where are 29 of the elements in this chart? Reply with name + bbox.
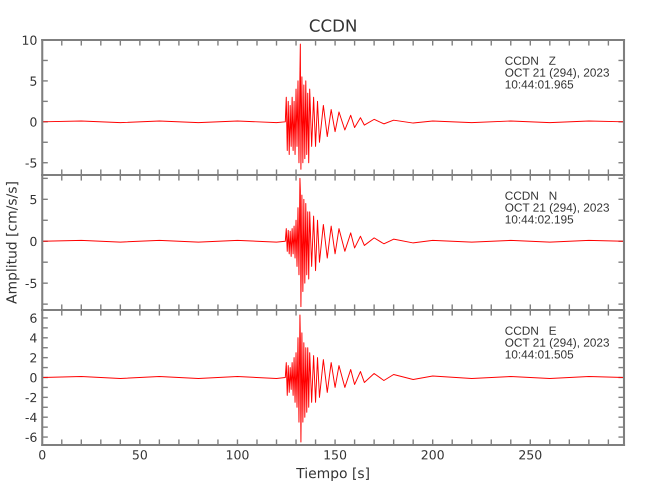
y-tick-label: -5 <box>26 158 36 168</box>
x-axis-title: Tiempo [s] <box>296 468 369 481</box>
y-tick-label: 6 <box>30 313 37 323</box>
y-tick-label: 5 <box>30 194 36 204</box>
y-tick-label: -6 <box>26 432 37 442</box>
line-series <box>42 44 624 170</box>
y-axis-title: Amplitud [cm/s/s] <box>6 182 20 304</box>
line-series <box>42 178 624 308</box>
x-tick-label: 150 <box>324 450 346 460</box>
y-tick-label: 10 <box>22 35 37 45</box>
chart-title: CCDN <box>310 19 356 32</box>
annotation: CCDN N OCT 21 (294), 2023 10:44:02.195 <box>505 192 610 224</box>
y-tick-label: -4 <box>26 412 37 422</box>
annotation: CCDN E OCT 21 (294), 2023 10:44:01.505 <box>505 326 610 359</box>
y-tick-label: -2 <box>26 392 36 402</box>
line-series <box>42 314 624 443</box>
y-tick-label: 5 <box>30 76 36 86</box>
y-tick-label: 0 <box>30 117 37 127</box>
annotation: CCDN Z OCT 21 (294), 2023 10:44:01.965 <box>505 56 610 89</box>
y-tick-label: 0 <box>30 372 37 382</box>
y-tick-label: 2 <box>30 353 36 362</box>
y-tick-label: 0 <box>30 236 37 246</box>
x-tick-label: 100 <box>226 450 249 460</box>
x-tick-label: 200 <box>422 450 444 460</box>
x-tick-label: 50 <box>132 450 147 460</box>
x-tick-label: 0 <box>39 450 46 460</box>
y-tick-label: -5 <box>26 278 36 288</box>
x-tick-label: 250 <box>519 450 542 460</box>
y-tick-label: 4 <box>30 333 37 343</box>
